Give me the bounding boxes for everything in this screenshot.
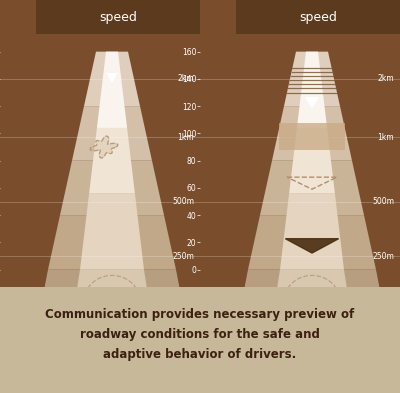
Polygon shape: [108, 74, 116, 82]
Text: 2km: 2km: [177, 74, 194, 83]
Text: speed: speed: [299, 11, 337, 24]
Text: 500m: 500m: [372, 197, 394, 206]
Polygon shape: [72, 106, 152, 161]
Text: 1km: 1km: [377, 133, 394, 142]
Polygon shape: [84, 51, 140, 106]
Polygon shape: [97, 51, 127, 128]
Polygon shape: [297, 51, 327, 128]
Bar: [236, 0, 400, 35]
Bar: [36, 0, 200, 35]
Polygon shape: [38, 270, 186, 321]
Text: 250m: 250m: [372, 252, 394, 261]
Text: 250m: 250m: [172, 252, 194, 261]
Polygon shape: [289, 128, 335, 193]
Polygon shape: [72, 270, 152, 321]
Polygon shape: [284, 51, 340, 106]
Text: speed: speed: [99, 11, 137, 24]
Text: 500m: 500m: [172, 197, 194, 206]
Polygon shape: [306, 98, 318, 107]
Polygon shape: [272, 270, 352, 321]
Polygon shape: [285, 239, 339, 253]
Polygon shape: [238, 270, 386, 321]
Polygon shape: [90, 136, 118, 158]
Polygon shape: [60, 161, 164, 215]
Polygon shape: [48, 215, 176, 270]
Polygon shape: [80, 193, 144, 270]
Text: Communication provides necessary preview of
roadway conditions for the safe and
: Communication provides necessary preview…: [45, 308, 355, 361]
Polygon shape: [89, 128, 135, 193]
Polygon shape: [280, 193, 344, 270]
Text: 2km: 2km: [377, 74, 394, 83]
Polygon shape: [260, 161, 364, 215]
Polygon shape: [272, 106, 352, 161]
Polygon shape: [248, 215, 376, 270]
Text: 1km: 1km: [177, 133, 194, 142]
Bar: [279, 123, 345, 150]
